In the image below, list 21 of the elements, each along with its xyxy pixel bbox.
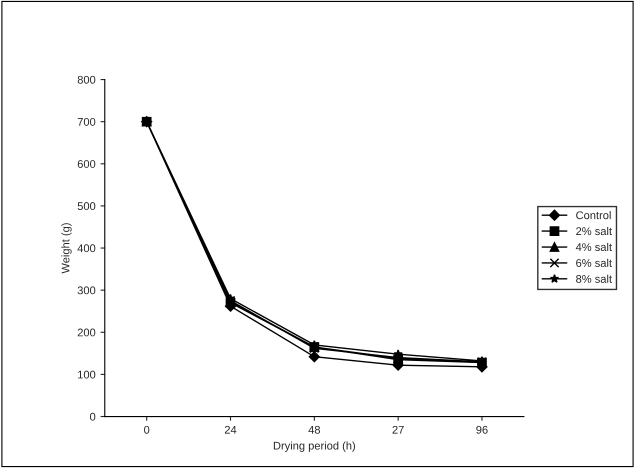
- y-tick-label: 700: [78, 118, 96, 126]
- x-tick-label: 0: [144, 426, 150, 434]
- x-tick-label: 24: [224, 426, 236, 434]
- y-tick-label: 500: [78, 202, 96, 210]
- y-tick-label: 400: [77, 244, 96, 252]
- y-tick-label: 800: [78, 76, 96, 84]
- y-tick-label: 600: [78, 160, 96, 168]
- x-tick-label: 96: [476, 426, 488, 434]
- legend-label: 2% salt: [576, 226, 612, 236]
- x-tick-label: 27: [392, 426, 404, 434]
- y-tick-label: 0: [90, 412, 96, 421]
- x-axis-title: Drying period (h): [274, 441, 356, 452]
- y-axis-title: Weight (g): [61, 223, 72, 274]
- y-tick-label: 300: [78, 286, 96, 294]
- x-tick-label: 48: [308, 426, 320, 434]
- legend-label: 6% salt: [576, 258, 612, 267]
- legend-label: 8% salt: [576, 274, 612, 283]
- y-tick-label: 100: [78, 370, 96, 379]
- legend-label: Control: [576, 211, 611, 220]
- y-tick-label: 200: [78, 328, 96, 336]
- legend-label: 4% salt: [576, 242, 612, 252]
